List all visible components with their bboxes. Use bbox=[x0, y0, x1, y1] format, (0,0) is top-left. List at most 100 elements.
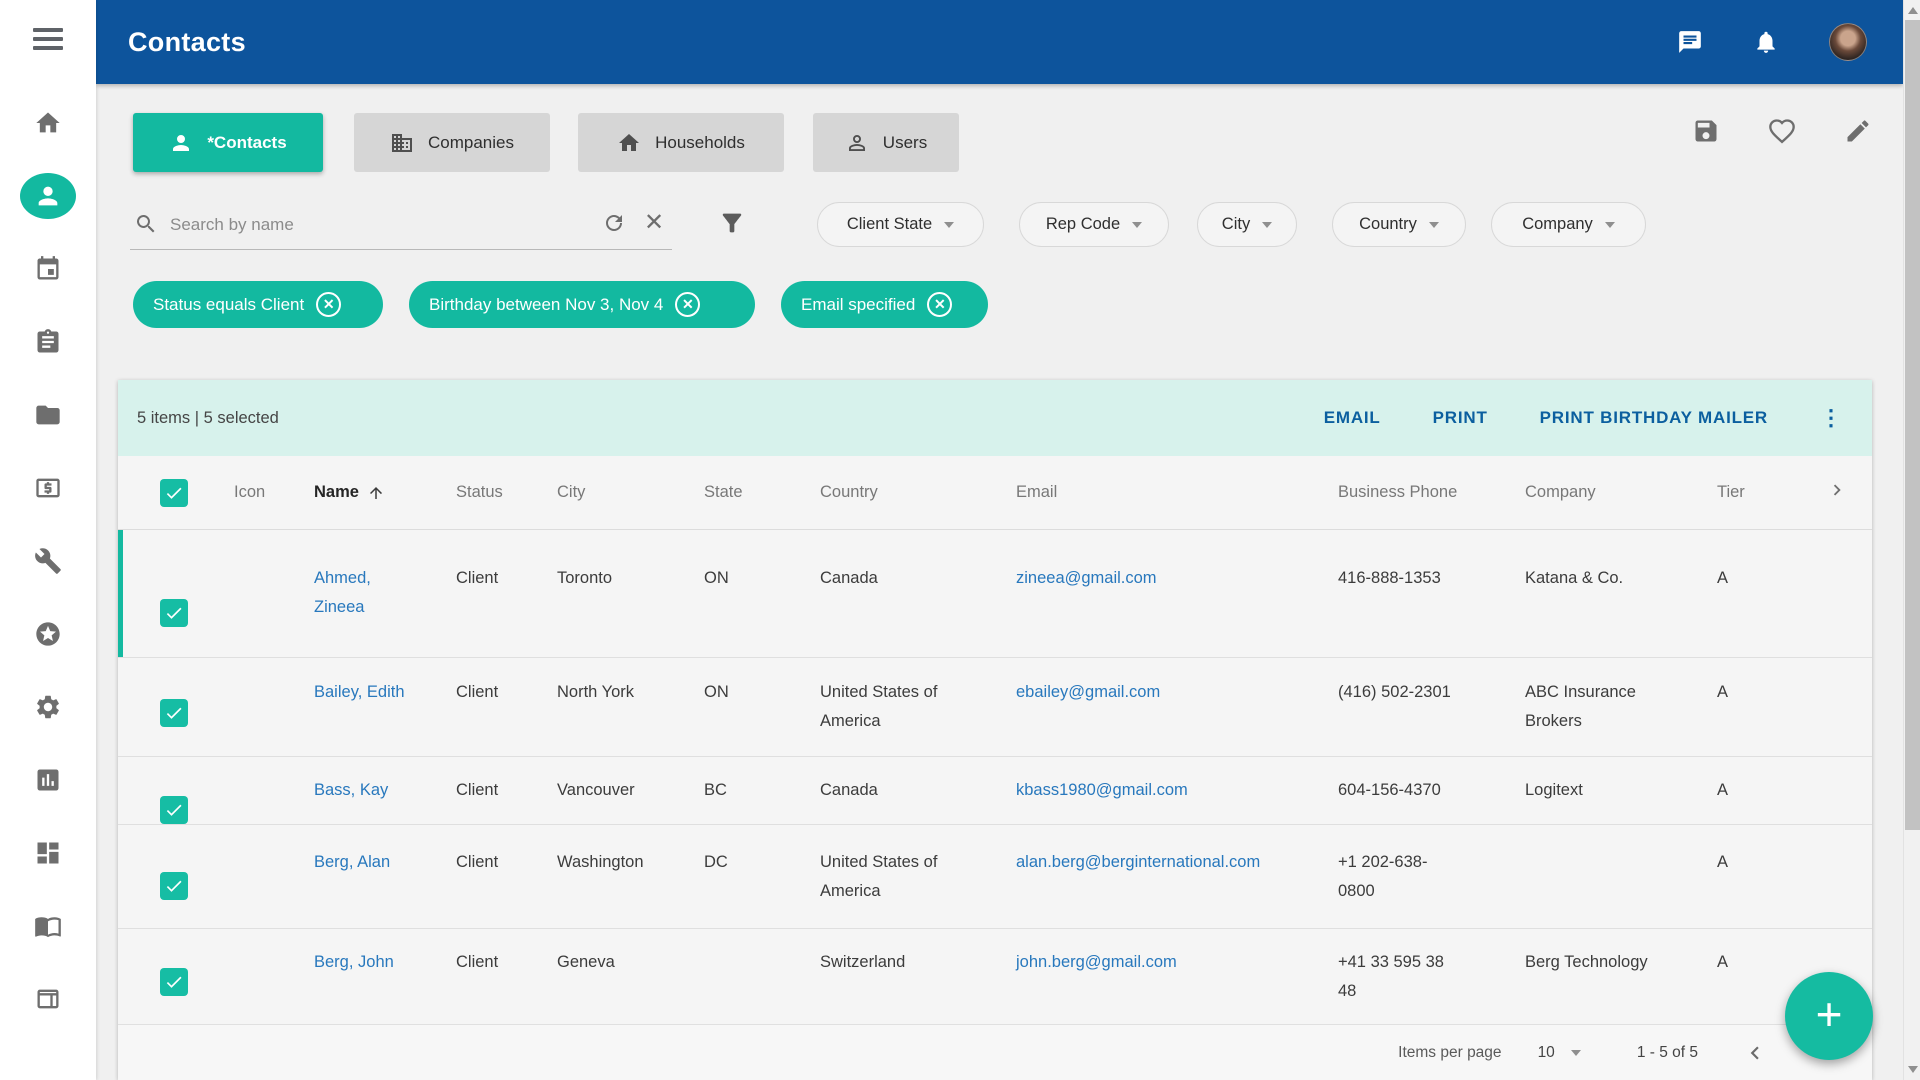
favorite-button[interactable] bbox=[1768, 117, 1796, 145]
calendar-icon bbox=[37, 256, 59, 280]
column-header-city[interactable]: City bbox=[557, 483, 586, 501]
sidebar-item-calendar[interactable] bbox=[20, 246, 76, 292]
sidebar-item-directory[interactable] bbox=[20, 903, 76, 949]
chip-label: Birthday between Nov 3, Nov 4 bbox=[429, 294, 664, 314]
scroll-up-icon[interactable] bbox=[1907, 7, 1918, 14]
filter-label: City bbox=[1221, 215, 1251, 233]
tab-companies[interactable]: Companies bbox=[354, 113, 550, 172]
cell-city: North York bbox=[557, 683, 635, 701]
print-button[interactable]: PRINT bbox=[1432, 408, 1488, 427]
sidebar-item-tasks[interactable] bbox=[20, 319, 76, 365]
remove-chip-icon[interactable]: ✕ bbox=[675, 292, 701, 317]
contact-email-link[interactable]: ebailey@gmail.com bbox=[1016, 683, 1161, 701]
search-bar: ✕ bbox=[130, 200, 672, 250]
chevron-down-icon bbox=[1132, 221, 1143, 228]
notifications-button[interactable] bbox=[1753, 29, 1779, 55]
contact-name-link[interactable]: Ahmed, Zineea bbox=[314, 569, 371, 616]
table-row[interactable]: Bailey, Edith Client North York ON Unite… bbox=[118, 658, 1872, 757]
column-header-icon[interactable]: Icon bbox=[234, 483, 266, 501]
edit-button[interactable] bbox=[1844, 117, 1872, 145]
house-icon bbox=[619, 133, 640, 151]
previous-page-button[interactable] bbox=[1742, 1040, 1768, 1066]
selection-summary: 5 items | 5 selected bbox=[137, 408, 279, 427]
filter-company[interactable]: Company bbox=[1491, 202, 1646, 247]
sidebar-item-favorites[interactable] bbox=[20, 611, 76, 657]
contact-name-link[interactable]: Berg, Alan bbox=[314, 853, 391, 871]
filter-client-state[interactable]: Client State bbox=[817, 202, 984, 247]
search-input[interactable] bbox=[170, 206, 550, 244]
table-row[interactable]: Berg, John Client Geneva Switzerland joh… bbox=[118, 929, 1872, 1025]
print-birthday-mailer-button[interactable]: PRINT BIRTHDAY MAILER bbox=[1539, 408, 1768, 427]
select-all-checkbox[interactable] bbox=[160, 478, 188, 507]
sidebar-item-accounts[interactable] bbox=[20, 976, 76, 1022]
column-header-email[interactable]: Email bbox=[1016, 483, 1058, 501]
menu-icon[interactable] bbox=[33, 28, 63, 54]
remove-chip-icon[interactable]: ✕ bbox=[316, 292, 342, 317]
table-header-row: Icon Name Status City State Country Emai… bbox=[118, 456, 1872, 530]
table-row[interactable]: Berg, Alan Client Washington DC United S… bbox=[118, 825, 1872, 929]
filter-icon[interactable] bbox=[718, 209, 746, 237]
table-row[interactable]: Ahmed, Zineea Client Toronto ON Canada z… bbox=[118, 530, 1872, 658]
sidebar-item-contacts[interactable] bbox=[20, 173, 76, 219]
cell-status: Client bbox=[456, 953, 499, 971]
contact-email-link[interactable]: alan.berg@berginternational.com bbox=[1016, 853, 1261, 871]
row-checkbox[interactable] bbox=[160, 872, 188, 900]
sidebar-item-reports[interactable] bbox=[20, 757, 76, 803]
search-icon bbox=[136, 214, 155, 233]
filter-country[interactable]: Country bbox=[1332, 202, 1466, 247]
sidebar-item-tools[interactable] bbox=[20, 538, 76, 584]
cell-tier: A bbox=[1717, 569, 1729, 587]
column-header-country[interactable]: Country bbox=[820, 483, 878, 501]
scroll-down-icon[interactable] bbox=[1907, 1066, 1918, 1073]
add-contact-button[interactable]: + bbox=[1785, 972, 1873, 1060]
sidebar-item-dashboard[interactable] bbox=[20, 830, 76, 876]
page-scrollbar[interactable] bbox=[1903, 0, 1920, 1080]
cell-state: BC bbox=[704, 781, 727, 799]
pagination-bar: Items per page 10 1 - 5 of 5 bbox=[118, 1024, 1872, 1080]
cell-country: Switzerland bbox=[820, 953, 906, 971]
more-actions-icon[interactable]: ⋮ bbox=[1820, 405, 1842, 430]
tab-users[interactable]: Users bbox=[813, 113, 959, 172]
column-header-company[interactable]: Company bbox=[1525, 483, 1596, 501]
row-checkbox[interactable] bbox=[160, 699, 188, 727]
more-columns-icon[interactable] bbox=[1826, 479, 1848, 501]
column-header-status[interactable]: Status bbox=[456, 483, 503, 501]
email-button[interactable]: EMAIL bbox=[1323, 408, 1381, 427]
clear-search-icon[interactable]: ✕ bbox=[644, 209, 665, 236]
contact-name-link[interactable]: Berg, John bbox=[314, 953, 394, 971]
sidebar bbox=[0, 0, 96, 1080]
table-row[interactable]: Bass, Kay Client Vancouver BC Canada kba… bbox=[118, 757, 1872, 825]
items-per-page-select[interactable]: 10 bbox=[1538, 1044, 1581, 1062]
sidebar-item-home[interactable] bbox=[20, 100, 76, 146]
filter-label: Rep Code bbox=[1045, 215, 1121, 233]
scrollbar-thumb[interactable] bbox=[1905, 20, 1920, 830]
column-header-business-phone[interactable]: Business Phone bbox=[1338, 483, 1458, 501]
contact-email-link[interactable]: zineea@gmail.com bbox=[1016, 569, 1157, 587]
row-checkbox[interactable] bbox=[160, 968, 188, 996]
sidebar-item-settings[interactable] bbox=[20, 684, 76, 730]
contact-name-link[interactable]: Bailey, Edith bbox=[314, 683, 405, 701]
filter-city[interactable]: City bbox=[1197, 202, 1297, 247]
column-header-name[interactable]: Name bbox=[314, 483, 456, 502]
contact-email-link[interactable]: john.berg@gmail.com bbox=[1016, 953, 1177, 971]
filter-rep-code[interactable]: Rep Code bbox=[1019, 202, 1169, 247]
sidebar-item-billing[interactable] bbox=[20, 465, 76, 511]
contact-email-link[interactable]: kbass1980@gmail.com bbox=[1016, 781, 1188, 799]
cell-state bbox=[704, 929, 820, 948]
remove-chip-icon[interactable]: ✕ bbox=[927, 292, 953, 317]
row-checkbox[interactable] bbox=[160, 796, 188, 824]
refresh-icon[interactable] bbox=[602, 211, 626, 235]
column-header-tier[interactable]: Tier bbox=[1717, 483, 1745, 501]
save-view-button[interactable] bbox=[1692, 117, 1720, 145]
tab-households[interactable]: Households bbox=[578, 113, 784, 172]
contact-name-link[interactable]: Bass, Kay bbox=[314, 781, 389, 799]
sidebar-item-documents[interactable] bbox=[20, 392, 76, 438]
column-header-state[interactable]: State bbox=[704, 483, 743, 501]
tasks-icon bbox=[37, 329, 59, 353]
user-avatar[interactable] bbox=[1829, 23, 1867, 61]
tab-contacts[interactable]: *Contacts bbox=[133, 113, 323, 172]
row-checkbox[interactable] bbox=[160, 599, 188, 627]
cell-country: United States of America bbox=[820, 683, 938, 730]
bell-icon bbox=[1757, 31, 1775, 53]
messages-button[interactable] bbox=[1677, 29, 1703, 55]
